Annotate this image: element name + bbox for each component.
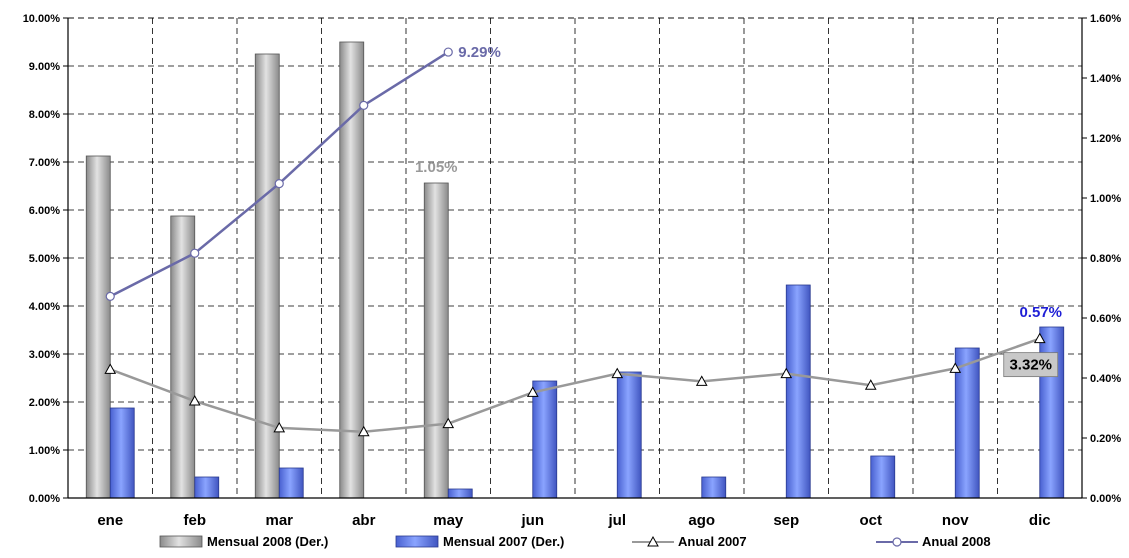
left-tick-label: 8.00% [29,109,60,121]
anual-2007-point [949,362,962,373]
category-label: may [433,512,464,529]
right-tick-label: 0.00% [1090,493,1121,505]
category-label: mar [265,512,293,529]
legend-label-anual-2008: Anual 2008 [922,534,991,549]
right-tick-label: 0.40% [1090,373,1121,385]
annotation-box [1003,352,1059,378]
anual-2007-point [695,375,708,386]
anual-2007-point [357,425,370,437]
right-tick-label: 1.00% [1090,193,1121,205]
category-label: feb [184,512,207,529]
left-tick-label: 7.00% [29,157,60,169]
bar-mensual-2007 [278,467,304,499]
anual-2007-point [1033,332,1046,344]
right-tick-label: 1.60% [1090,13,1121,25]
legend-marker-anual-2008 [892,537,902,547]
anual-2008-point [190,248,200,258]
legend-label-mensual-2007: Mensual 2007 (Der.) [443,534,564,549]
category-label: jun [521,512,545,529]
bar-mensual-2007 [701,476,727,499]
left-tick-label: 3.00% [29,349,60,361]
bar-mensual-2007 [954,347,980,499]
category-label: ago [688,512,715,529]
category-label: ene [97,512,123,529]
bar-mensual-2008 [85,155,111,499]
bar-mensual-2007 [616,371,642,499]
anual-2007-point [780,367,793,379]
category-label: abr [352,512,376,529]
right-tick-label: 0.60% [1090,313,1121,325]
category-label: dic [1029,512,1051,529]
bar-mensual-2007 [870,455,896,499]
left-tick-label: 0.00% [29,493,60,505]
category-label: jul [608,512,627,529]
anual-2008-point [359,100,369,110]
left-tick-label: 5.00% [29,253,60,265]
left-tick-label: 2.00% [29,397,60,409]
category-label: nov [942,512,969,529]
left-tick-label: 4.00% [29,301,60,313]
right-tick-label: 1.20% [1090,133,1121,145]
bar-mensual-2007 [194,476,220,499]
bar-mensual-2007 [532,380,558,499]
bar-mensual-2007 [447,488,473,499]
right-tick-label: 0.20% [1090,433,1121,445]
legend-label-anual-2007: Anual 2007 [678,534,747,549]
anual-2007-line [109,337,1041,434]
category-label: sep [773,512,799,529]
anual-2007-point [611,367,624,379]
left-tick-label: 9.00% [29,61,60,73]
left-tick-label: 1.00% [29,445,60,457]
category-label: oct [860,512,883,529]
anual-2007-point [273,421,286,433]
legend-swatch-mensual-2008 [159,535,203,548]
anual-2008-point [105,291,115,301]
left-tick-label: 6.00% [29,205,60,217]
left-tick-label: 10.00% [23,13,61,25]
anual-2007-point [442,417,455,429]
anual-2007-point [526,386,539,397]
anual-2007-point [104,363,117,374]
right-tick-label: 1.40% [1090,73,1121,85]
anual-2007-point [188,395,201,406]
legend-marker-anual-2007 [647,535,659,547]
annotation-anual-2008-may: 9.29% [458,44,501,61]
bar-mensual-2007 [785,284,811,499]
anual-2008-point [274,179,284,189]
annotation-mensual-2008-may: 1.05% [415,159,458,176]
legend-swatch-mensual-2007 [395,535,439,548]
right-tick-label: 0.80% [1090,253,1121,265]
anual-2008-point [443,47,453,57]
legend-label-mensual-2008: Mensual 2008 (Der.) [207,534,328,549]
bar-mensual-2007 [109,407,135,499]
annotation-anual-2007-dic: 3.32% [1009,357,1052,374]
bar-mensual-2008 [423,182,449,499]
annotation-mensual-2007-dic: 0.57% [1019,304,1062,321]
anual-2007-point [864,379,877,390]
